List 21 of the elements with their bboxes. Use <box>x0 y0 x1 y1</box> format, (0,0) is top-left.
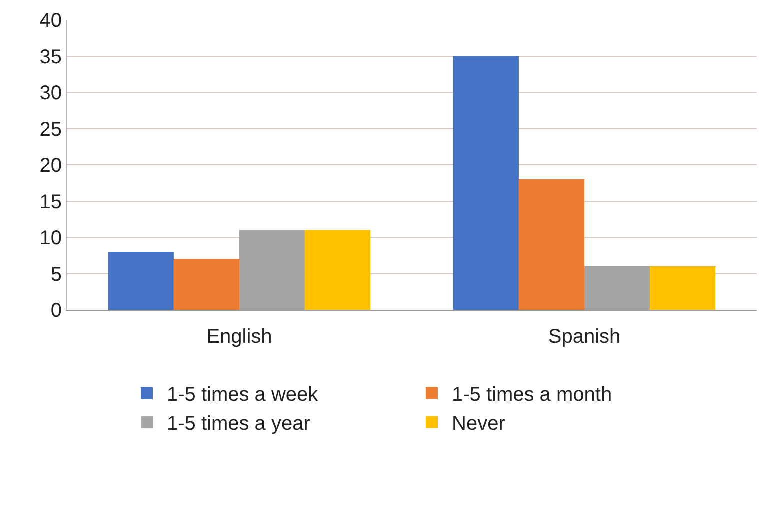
x-tick-label: English <box>206 326 272 348</box>
legend-label: 1-5 times a week <box>167 384 320 406</box>
legend-label: Never <box>452 413 506 436</box>
bar <box>305 230 371 310</box>
y-tick-label: 20 <box>40 155 62 177</box>
y-tick-label: 10 <box>40 228 62 250</box>
legend-label: 1-5 times a year <box>167 413 311 436</box>
y-tick-label: 0 <box>50 300 62 322</box>
legend-label: 1-5 times a month <box>452 384 612 406</box>
y-tick-label: 5 <box>50 264 62 286</box>
bar <box>453 56 519 310</box>
bar <box>650 266 716 310</box>
y-tick-label: 40 <box>40 10 62 32</box>
x-tick-label: Spanish <box>548 326 621 348</box>
y-tick-label: 35 <box>40 46 62 68</box>
bar <box>108 252 174 310</box>
y-tick-label: 25 <box>40 118 62 141</box>
bar <box>174 259 240 310</box>
y-tick-label: 15 <box>40 191 62 214</box>
bar <box>518 180 584 310</box>
y-tick-label: 30 <box>40 82 62 104</box>
